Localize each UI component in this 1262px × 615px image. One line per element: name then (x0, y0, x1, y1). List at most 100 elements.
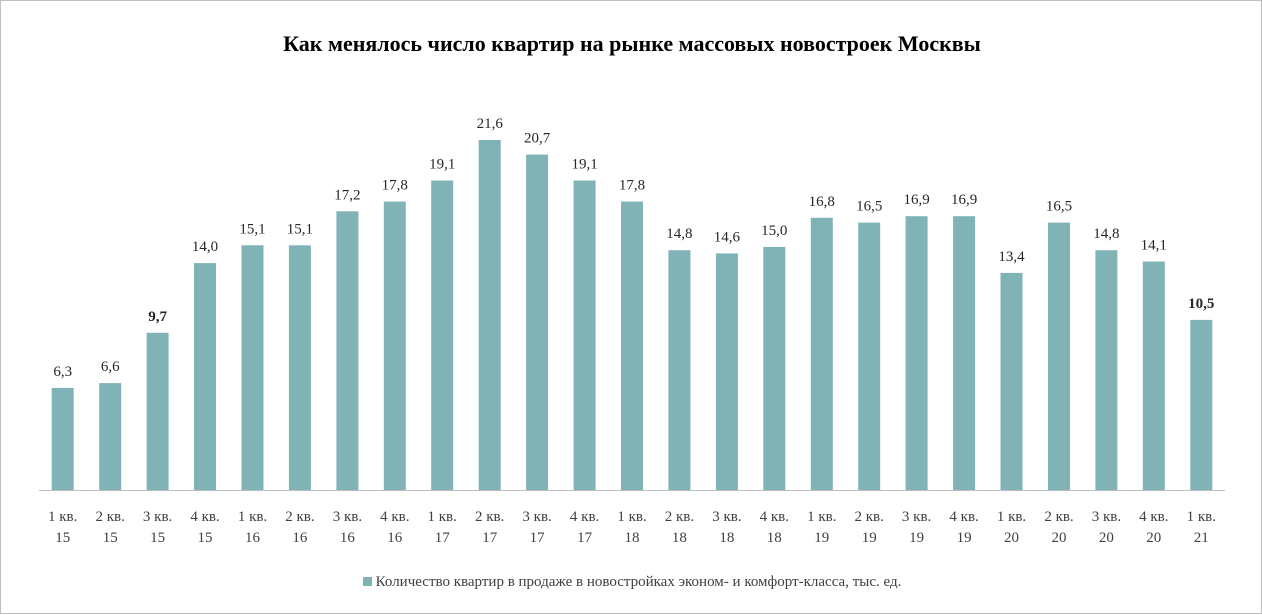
data-label-2: 6,6 (101, 359, 120, 375)
x-tick-label-line: 4 кв. (1139, 509, 1168, 525)
x-tick-label-line: 2 кв. (96, 509, 125, 525)
bar-8 (383, 201, 406, 490)
x-tick-label-14: 2 кв. 18 (665, 509, 694, 546)
data-label-12: 19,1 (571, 157, 597, 173)
x-tick-label-5: 1 кв. 16 (238, 509, 267, 546)
x-tick-label-line: 21 (1194, 530, 1209, 546)
x-tick-label-16: 4 кв. 18 (760, 509, 789, 546)
x-tick-label-line: 3 кв. (712, 509, 741, 525)
x-tick-label-8: 4 кв. 16 (380, 509, 409, 546)
x-tick-label-3: 3 кв. 15 (143, 509, 172, 546)
bar-1 (51, 387, 74, 490)
bar-24 (1142, 261, 1165, 490)
bar-4 (194, 263, 216, 490)
x-tick-label-line: 3 кв. (143, 509, 172, 525)
data-label-17: 16,8 (809, 194, 835, 210)
data-label-22: 16,5 (1046, 199, 1072, 215)
x-tick-label-line: 1 кв. (48, 509, 77, 525)
x-tick-label-15: 3 кв. 18 (712, 509, 741, 546)
x-tick-label-line: 1 кв. (617, 509, 646, 525)
data-label-19: 16,9 (903, 192, 929, 208)
x-tick-label-10: 2 кв. 17 (475, 509, 504, 546)
data-label-13: 17,8 (619, 178, 645, 194)
bar-25 (1190, 319, 1213, 490)
x-tick-label-12: 4 кв. 17 (570, 509, 599, 546)
data-label-6: 15,1 (287, 221, 313, 237)
x-tick-label-line: 15 (55, 530, 70, 546)
x-tick-label-line: 2 кв. (475, 509, 504, 525)
x-tick-label-line: 1 кв. (1187, 509, 1216, 525)
data-label-23: 14,8 (1093, 226, 1119, 242)
x-tick-label-line: 2 кв. (665, 509, 694, 525)
x-tick-label-13: 1 кв. 18 (617, 509, 646, 546)
legend: Количество квартир в продаже в новострой… (1, 574, 1262, 591)
x-tick-label-line: 18 (625, 530, 640, 546)
data-label-14: 14,8 (666, 226, 692, 242)
data-label-5: 15,1 (239, 221, 265, 237)
x-tick-label-line: 17 (482, 530, 498, 546)
x-tick-label-9: 1 кв. 17 (428, 509, 457, 546)
x-tick-label-2: 2 кв. 15 (96, 509, 125, 546)
x-tick-label-line: 16 (245, 530, 261, 546)
x-tick-label-line: 1 кв. (997, 509, 1026, 525)
bar-9 (431, 180, 454, 490)
data-label-1: 6,3 (53, 364, 72, 380)
x-tick-label-line: 19 (814, 530, 829, 546)
bar-13 (621, 201, 643, 490)
bar-18 (858, 222, 881, 490)
x-tick-label-1: 1 кв. 15 (48, 509, 77, 546)
bar-5 (241, 245, 264, 490)
data-label-15: 14,6 (714, 229, 741, 245)
x-tick-label-line: 20 (1004, 530, 1019, 546)
data-label-8: 17,8 (382, 178, 408, 194)
data-label-16: 15,0 (761, 223, 787, 239)
legend-label: Количество квартир в продаже в новострой… (375, 574, 902, 590)
data-label-9: 19,1 (429, 157, 455, 173)
x-tick-label-11: 3 кв. 17 (522, 509, 551, 546)
x-tick-label-line: 4 кв. (190, 509, 219, 525)
bar-7 (336, 211, 359, 491)
data-label-18: 16,5 (856, 199, 882, 215)
bar-23 (1095, 250, 1118, 490)
data-label-10: 21,6 (477, 116, 504, 132)
x-tick-label-line: 4 кв. (570, 509, 599, 525)
x-tick-label-20: 4 кв. 19 (949, 509, 978, 546)
x-tick-label-7: 3 кв. 16 (333, 509, 362, 546)
data-label-21: 13,4 (998, 249, 1025, 265)
x-tick-label-line: 3 кв. (522, 509, 551, 525)
chart-title: Как менялось число квартир на рынке масс… (283, 31, 981, 56)
x-tick-label-line: 2 кв. (855, 509, 884, 525)
x-tick-label-line: 17 (435, 530, 451, 546)
x-tick-labels-group: 1 кв. 152 кв. 153 кв. 154 кв. 151 кв. 162 кв.… (48, 509, 1216, 546)
x-tick-label-18: 2 кв. 19 (855, 509, 884, 546)
x-tick-label-line: 20 (1146, 530, 1161, 546)
bar-19 (905, 216, 928, 490)
data-label-4: 14,0 (192, 239, 218, 255)
bar-14 (668, 250, 691, 490)
x-tick-label-line: 18 (672, 530, 687, 546)
bar-11 (526, 154, 549, 490)
data-label-20: 16,9 (951, 192, 977, 208)
x-tick-label-6: 2 кв. 16 (285, 509, 314, 546)
bar-21 (1000, 272, 1023, 490)
x-tick-label-line: 16 (292, 530, 308, 546)
x-tick-label-25: 1 кв. 21 (1187, 509, 1216, 546)
data-label-7: 17,2 (334, 187, 360, 203)
legend-swatch (362, 577, 372, 586)
x-tick-label-21: 1 кв. 20 (997, 509, 1026, 546)
bar-17 (810, 217, 833, 491)
bar-22 (1048, 222, 1070, 490)
x-tick-label-line: 4 кв. (760, 509, 789, 525)
bar-15 (715, 253, 738, 490)
x-tick-label-line: 2 кв. (1044, 509, 1073, 525)
x-tick-label-line: 1 кв. (807, 509, 836, 525)
x-tick-label-line: 17 (577, 530, 593, 546)
data-label-3: 9,7 (148, 309, 167, 325)
x-tick-label-line: 18 (719, 530, 734, 546)
data-labels-group: 6,3 6,6 9,7 14,0 15,1 15,1 17,2 17,8 19,1 21,6 20,… (53, 116, 1214, 380)
x-tick-label-line: 15 (198, 530, 213, 546)
x-tick-label-line: 18 (767, 530, 782, 546)
x-tick-label-4: 4 кв. 15 (190, 509, 219, 546)
x-tick-label-24: 4 кв. 20 (1139, 509, 1168, 546)
